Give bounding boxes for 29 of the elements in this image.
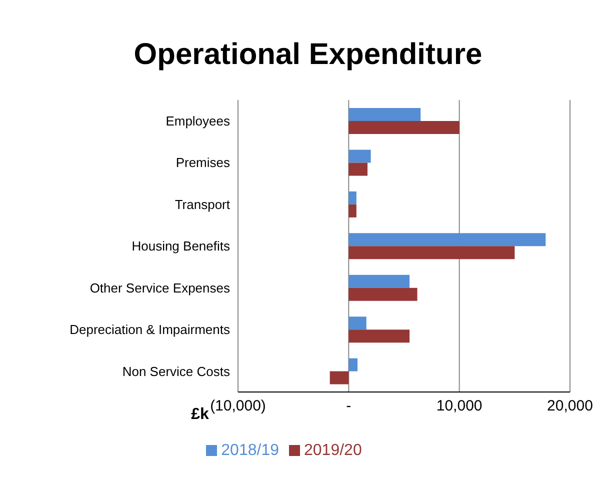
bar bbox=[348, 330, 410, 343]
chart-title: Operational Expenditure bbox=[132, 38, 484, 72]
bar bbox=[348, 150, 371, 163]
bar bbox=[348, 358, 358, 372]
legend-label: 2018/19 bbox=[221, 442, 279, 459]
bar bbox=[330, 371, 349, 384]
x-tick-label: 20,000 bbox=[547, 398, 593, 415]
x-tick-label: (10,000) bbox=[210, 398, 266, 415]
bar bbox=[348, 191, 356, 204]
y-tick-label: Non Service Costs bbox=[122, 364, 230, 379]
bar bbox=[348, 204, 356, 218]
bar bbox=[348, 162, 368, 176]
y-tick-label: Premises bbox=[176, 155, 230, 170]
bar bbox=[348, 233, 546, 246]
bar bbox=[348, 121, 460, 134]
y-tick-label: Transport bbox=[174, 196, 230, 212]
bar bbox=[348, 316, 366, 330]
bar bbox=[348, 274, 410, 288]
bar bbox=[348, 246, 515, 260]
legend-label: 2019/20 bbox=[304, 442, 362, 459]
bar bbox=[348, 108, 421, 121]
y-tick-label: Other Service Expenses bbox=[90, 280, 230, 296]
y-tick-label: Housing Benefits bbox=[132, 238, 230, 254]
y-tick-label: Depreciation & Impairments bbox=[70, 322, 230, 338]
x-axis-title: £k bbox=[191, 406, 209, 423]
bar bbox=[348, 288, 418, 301]
y-tick-label: Employees bbox=[166, 113, 230, 128]
x-tick-label: 10,000 bbox=[436, 398, 482, 415]
x-tick-label: - bbox=[346, 398, 352, 415]
